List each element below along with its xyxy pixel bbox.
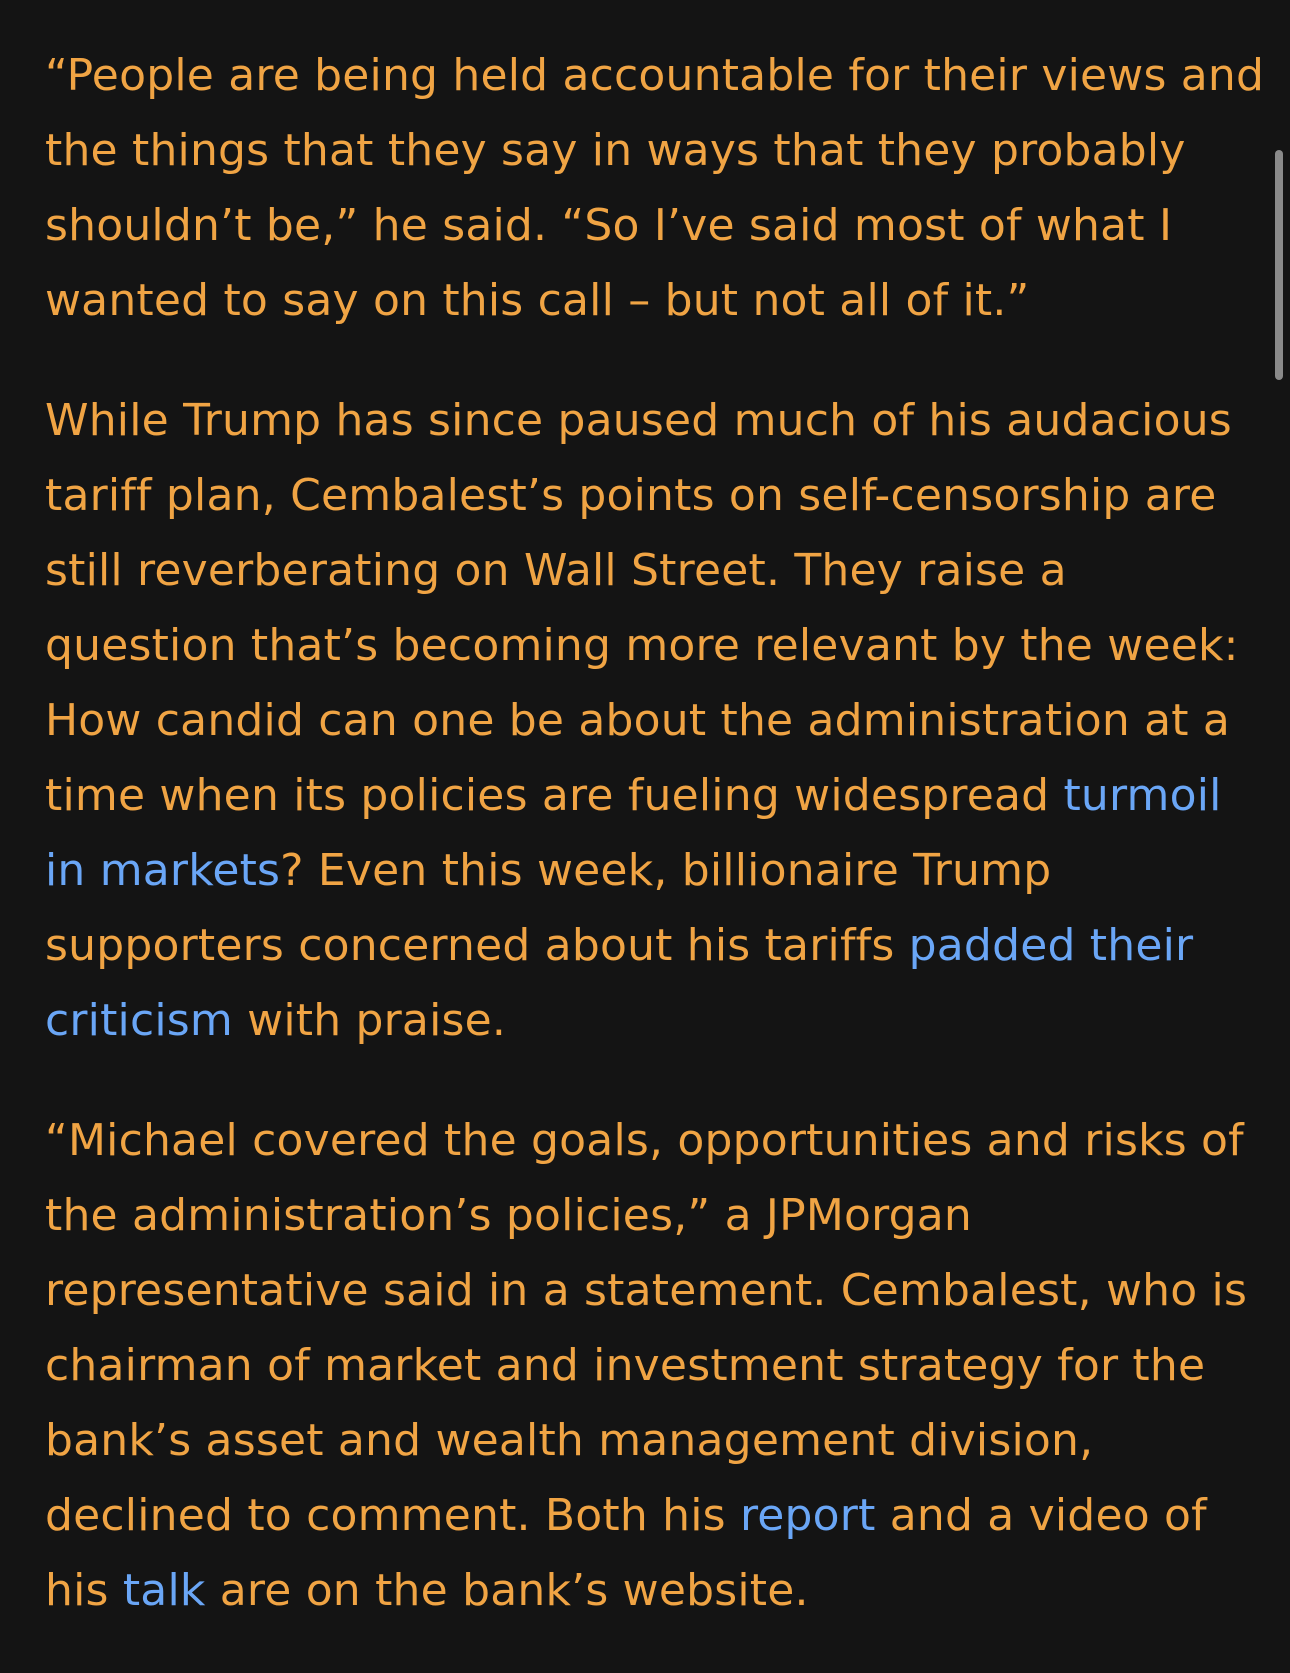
- text-line: his talk are on the bank’s website.: [45, 1553, 1255, 1628]
- text-line: “Michael covered the goals, opportunitie…: [45, 1103, 1255, 1178]
- article-link[interactable]: criticism: [45, 995, 233, 1046]
- text-segment: While Trump has since paused much of his…: [45, 395, 1232, 446]
- text-line: wanted to say on this call – but not all…: [45, 263, 1255, 338]
- text-line: the administration’s policies,” a JPMorg…: [45, 1178, 1255, 1253]
- text-line: criticism with praise.: [45, 983, 1255, 1058]
- text-line: tariff plan, Cembalest’s points on self-…: [45, 458, 1255, 533]
- text-segment: are on the bank’s website.: [205, 1565, 809, 1616]
- text-segment: declined to comment. Both his: [45, 1490, 740, 1541]
- article-body: “People are being held accountable for t…: [45, 38, 1264, 1673]
- text-line: question that’s becoming more relevant b…: [45, 608, 1255, 683]
- text-line: the things that they say in ways that th…: [45, 113, 1255, 188]
- text-line: How candid can one be about the administ…: [45, 683, 1255, 758]
- text-line: bank’s asset and wealth management divis…: [45, 1403, 1255, 1478]
- text-line: in markets? Even this week, billionaire …: [45, 833, 1255, 908]
- text-segment: supporters concerned about his tariffs: [45, 920, 909, 971]
- text-line: “People are being held accountable for t…: [45, 38, 1264, 113]
- article-paragraph: “People are being held accountable for t…: [45, 38, 1264, 338]
- text-segment: time when its policies are fueling wides…: [45, 770, 1064, 821]
- article-link[interactable]: talk: [122, 1565, 206, 1616]
- text-segment: the things that they say in ways that th…: [45, 125, 1186, 176]
- text-segment: still reverberating on Wall Street. They…: [45, 545, 1067, 596]
- text-line: declined to comment. Both his report and…: [45, 1478, 1255, 1553]
- article-paragraph: “Michael covered the goals, opportunitie…: [45, 1103, 1255, 1628]
- text-segment: bank’s asset and wealth management divis…: [45, 1415, 1094, 1466]
- text-line: time when its policies are fueling wides…: [45, 758, 1255, 833]
- scrollbar-thumb[interactable]: [1275, 150, 1283, 380]
- text-segment: the administration’s policies,” a JPMorg…: [45, 1190, 973, 1241]
- text-segment: question that’s becoming more relevant b…: [45, 620, 1239, 671]
- text-segment: How candid can one be about the administ…: [45, 695, 1231, 746]
- article-link[interactable]: in markets: [45, 845, 281, 896]
- text-segment: representative said in a statement. Cemb…: [45, 1265, 1248, 1316]
- text-segment: “People are being held accountable for t…: [45, 50, 1265, 101]
- article-paragraph: While Trump has since paused much of his…: [45, 383, 1255, 1058]
- text-line: representative said in a statement. Cemb…: [45, 1253, 1255, 1328]
- text-line: shouldn’t be,” he said. “So I’ve said mo…: [45, 188, 1255, 263]
- text-segment: tariff plan, Cembalest’s points on self-…: [45, 470, 1217, 521]
- text-segment: shouldn’t be,” he said. “So I’ve said mo…: [45, 200, 1173, 251]
- article-link[interactable]: padded their: [908, 920, 1194, 971]
- text-segment: ? Even this week, billionaire Trump: [280, 845, 1052, 896]
- text-segment: “Michael covered the goals, opportunitie…: [45, 1115, 1244, 1166]
- text-segment: with praise.: [232, 995, 507, 1046]
- text-segment: chairman of market and investment strate…: [45, 1340, 1206, 1391]
- text-line: While Trump has since paused much of his…: [45, 383, 1255, 458]
- text-line: supporters concerned about his tariffs p…: [45, 908, 1255, 983]
- text-segment: and a video of: [875, 1490, 1207, 1541]
- article-link[interactable]: turmoil: [1063, 770, 1222, 821]
- text-segment: his: [45, 1565, 123, 1616]
- scrollbar[interactable]: [1268, 0, 1290, 1666]
- text-line: chairman of market and investment strate…: [45, 1328, 1255, 1403]
- text-line: still reverberating on Wall Street. They…: [45, 533, 1255, 608]
- text-segment: wanted to say on this call – but not all…: [45, 275, 1030, 326]
- article-link[interactable]: report: [739, 1490, 876, 1541]
